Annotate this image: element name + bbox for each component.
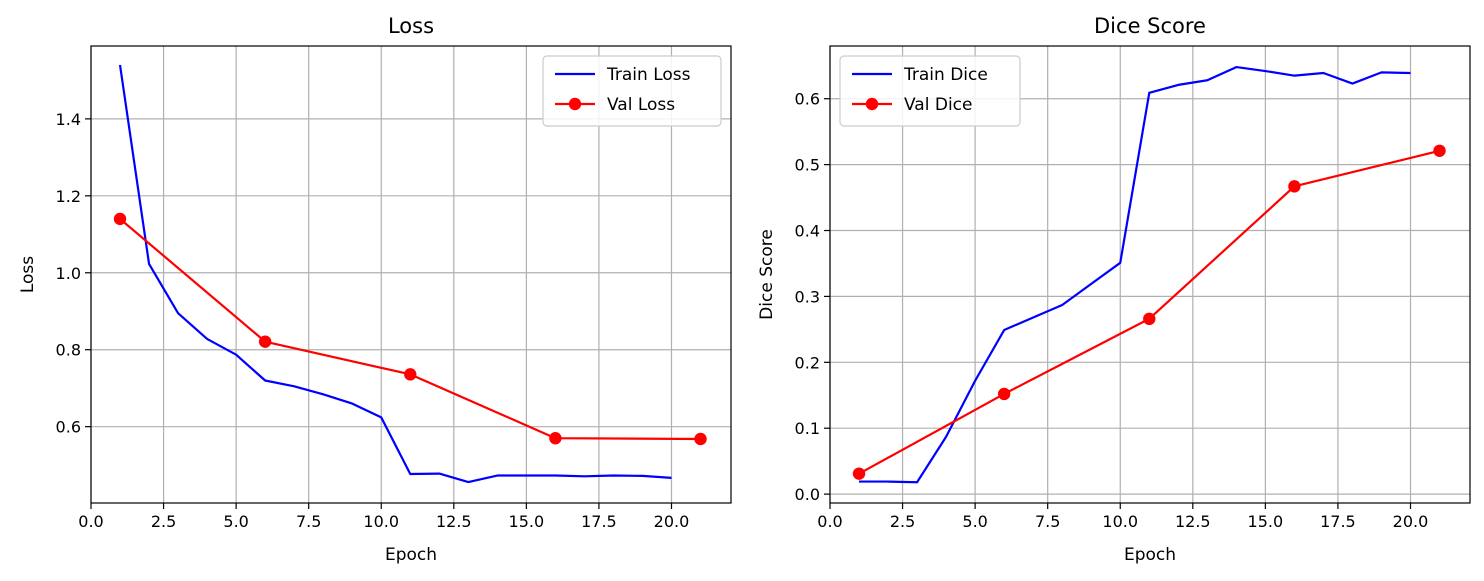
chart-panel-2: 0.0 2.5 5.0 7.5 10.0 12.5 15.0 17.5 20.0 0.0 0.1 0.… <box>757 14 1471 565</box>
series-line-1 <box>859 65 1411 484</box>
series-line-1 <box>118 64 672 484</box>
y-tick-label: 0.0 <box>795 485 820 504</box>
data-point <box>997 387 1011 401</box>
data-point <box>694 432 707 446</box>
y-tick-label: 0.3 <box>795 287 820 306</box>
y-tick-label: 0.2 <box>795 353 820 372</box>
y-tick-label: 0.8 <box>56 341 81 360</box>
x-tick-label: 15.0 <box>509 512 545 531</box>
x-tick-label: 20.0 <box>654 512 690 531</box>
legend: Train Dice Val Dice <box>839 55 1021 127</box>
legend: Train Loss Val Loss <box>542 55 722 127</box>
data-point <box>1288 180 1301 193</box>
legend-label: Train Dice <box>903 65 988 85</box>
x-tick-label: 17.5 <box>1320 512 1356 531</box>
y-tick-label: 0.4 <box>795 222 820 241</box>
legend-label: Val Dice <box>904 95 972 115</box>
x-axis-label: Epoch <box>1124 545 1176 565</box>
legend-marker <box>568 97 582 111</box>
x-tick-label: 0.0 <box>78 512 103 531</box>
x-tick-label: 12.5 <box>1175 512 1211 531</box>
x-tick-label: 7.5 <box>1035 512 1060 531</box>
y-axis-label: Dice Score <box>757 229 777 320</box>
chart-panel-1: 0.0 2.5 5.0 7.5 10.0 12.5 15.0 17.5 20.0 0.6 0.8 1.… <box>18 14 732 565</box>
y-tick-label: 1.2 <box>56 187 81 206</box>
data-point <box>1143 312 1156 326</box>
y-tick-label: 0.6 <box>56 418 81 437</box>
x-tick-label: 17.5 <box>581 512 617 531</box>
x-tick-label: 5.0 <box>962 512 987 531</box>
x-tick-label: 7.5 <box>296 512 321 531</box>
data-point <box>549 432 562 445</box>
data-point <box>404 368 417 381</box>
x-tick-label: 12.5 <box>436 512 472 531</box>
axes-frame <box>90 45 732 504</box>
legend-label: Train Loss <box>606 65 691 85</box>
y-tick-label: 1.0 <box>56 264 81 283</box>
y-tick-label: 0.5 <box>795 156 820 175</box>
data-point <box>1433 144 1446 157</box>
data-point <box>258 335 272 348</box>
legend-label: Val Loss <box>607 95 675 115</box>
legend-marker <box>865 97 879 111</box>
data-point <box>113 212 127 226</box>
data-point <box>852 467 866 480</box>
y-tick-label: 0.6 <box>795 90 820 109</box>
axes-frame <box>829 45 1471 504</box>
chart-title: Dice Score <box>1094 14 1206 38</box>
x-tick-label: 10.0 <box>363 512 399 531</box>
x-axis-label: Epoch <box>385 545 437 565</box>
chart-title: Loss <box>388 14 434 38</box>
x-tick-label: 2.5 <box>151 512 176 531</box>
y-tick-label: 1.4 <box>56 110 81 129</box>
x-tick-label: 10.0 <box>1102 512 1138 531</box>
y-tick-label: 0.1 <box>795 419 820 438</box>
x-tick-label: 20.0 <box>1393 512 1429 531</box>
x-tick-label: 2.5 <box>890 512 915 531</box>
x-tick-label: 5.0 <box>223 512 248 531</box>
y-axis-label: Loss <box>18 256 38 293</box>
x-tick-label: 15.0 <box>1248 512 1284 531</box>
x-tick-label: 0.0 <box>817 512 842 531</box>
